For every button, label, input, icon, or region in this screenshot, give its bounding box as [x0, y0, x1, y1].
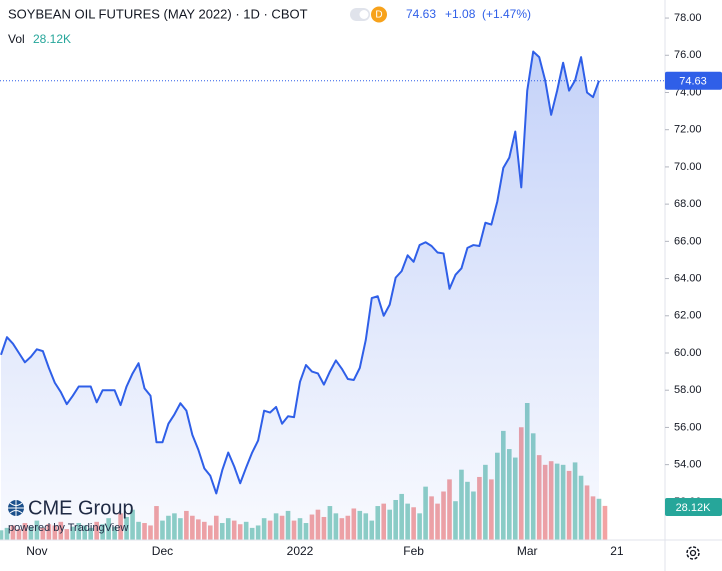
- y-tick-label: 62.00: [674, 310, 702, 322]
- y-tick-label: 72.00: [674, 124, 702, 136]
- x-tick-label: 21: [610, 544, 624, 558]
- price-change: +1.08: [445, 7, 476, 21]
- volume-bar: [602, 505, 608, 540]
- y-tick-label: 66.00: [674, 235, 702, 247]
- y-tick-label: 70.00: [674, 161, 702, 173]
- x-tick-label: Dec: [152, 544, 173, 558]
- last-price-label: 74.63: [679, 76, 707, 88]
- settings-icon[interactable]: [686, 546, 700, 560]
- y-tick-label: 54.00: [674, 459, 702, 471]
- last-price: 74.63: [406, 7, 436, 21]
- volume-value: 28.12K: [33, 32, 71, 46]
- y-tick-label: 64.00: [674, 272, 702, 284]
- interval-badge[interactable]: [371, 6, 387, 23]
- price-area: [1, 51, 599, 540]
- interval-text: D: [375, 10, 382, 21]
- y-tick-label: 56.00: [674, 421, 702, 433]
- x-tick-label: 2022: [287, 544, 314, 558]
- y-tick-label: 76.00: [674, 49, 702, 61]
- powered-by: powered by TradingView: [8, 522, 128, 534]
- x-tick-label: Mar: [517, 544, 538, 558]
- price-change-pct: (+1.47%): [482, 7, 531, 21]
- last-price-badge: [665, 71, 722, 90]
- x-tick-label: Feb: [403, 544, 424, 558]
- toggle-knob: [359, 10, 369, 19]
- y-tick-label: 60.00: [674, 347, 702, 359]
- gear[interactable]: [686, 546, 700, 560]
- y-tick-label: 58.00: [674, 384, 702, 396]
- price-axis: 52.0054.0056.0058.0060.0062.0064.0066.00…: [665, 12, 722, 516]
- plot-area: [0, 50, 665, 540]
- volume-label: Vol: [8, 32, 25, 46]
- price-line: [0, 50, 600, 495]
- volume-badge-label: 28.12K: [676, 502, 712, 514]
- volume-badge: [665, 498, 722, 516]
- y-tick-label: 78.00: [674, 12, 702, 24]
- gear-hub: [689, 549, 697, 557]
- logo-lines: [8, 500, 24, 516]
- logo-text: CME Group: [28, 497, 134, 519]
- x-tick-label: Nov: [26, 544, 47, 558]
- y-tick-label: 68.00: [674, 198, 702, 210]
- logo: CME Group powered by TradingView: [8, 497, 134, 534]
- chart-title: SOYBEAN OIL FUTURES (MAY 2022) · 1D · CB…: [8, 6, 308, 21]
